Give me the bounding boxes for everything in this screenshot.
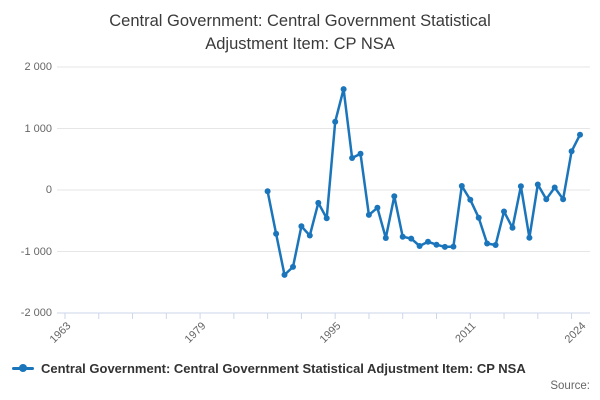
data-point[interactable] — [467, 196, 474, 203]
data-point[interactable] — [577, 131, 583, 138]
data-point[interactable] — [264, 188, 271, 195]
chart-title-line2: Adjustment Item: CP NSA — [205, 35, 395, 53]
data-point[interactable] — [509, 224, 516, 231]
data-series-line[interactable] — [266, 87, 582, 277]
data-point[interactable] — [441, 243, 448, 250]
y-axis-tick-label: 2 000 — [24, 61, 52, 73]
legend-item[interactable]: Central Government: Central Government S… — [12, 361, 526, 376]
legend-label: Central Government: Central Government S… — [41, 361, 526, 376]
data-point[interactable] — [475, 214, 482, 221]
data-point[interactable] — [450, 243, 457, 250]
legend-series-marker-icon — [12, 364, 34, 373]
data-point[interactable] — [492, 242, 499, 248]
data-point[interactable] — [315, 199, 322, 206]
data-point[interactable] — [517, 183, 524, 190]
data-point[interactable] — [416, 243, 423, 249]
data-point[interactable] — [382, 235, 389, 241]
data-point[interactable] — [408, 235, 415, 242]
data-point[interactable] — [501, 208, 507, 215]
chart-title-line1: Central Government: Central Government S… — [109, 12, 491, 30]
y-axis-tick-label: -2 000 — [20, 307, 52, 319]
data-point[interactable] — [433, 241, 440, 248]
data-point[interactable] — [281, 271, 288, 278]
data-point[interactable] — [534, 181, 541, 188]
data-point[interactable] — [551, 184, 558, 191]
legend-dot-icon — [19, 364, 27, 372]
chart-title: Central Government: Central Government S… — [0, 10, 600, 56]
data-point[interactable] — [458, 183, 465, 189]
data-point[interactable] — [526, 234, 533, 241]
data-point[interactable] — [374, 204, 381, 211]
source-label: Source: — [550, 380, 590, 392]
data-point[interactable] — [568, 148, 575, 155]
y-axis-tick-label: 0 — [45, 184, 52, 196]
data-point[interactable] — [399, 233, 406, 240]
data-point[interactable] — [273, 230, 280, 237]
data-point[interactable] — [560, 196, 567, 203]
data-point[interactable] — [323, 215, 330, 222]
data-point[interactable] — [425, 238, 431, 245]
y-axis-tick-label: -1 000 — [20, 245, 52, 258]
data-point[interactable] — [484, 240, 491, 247]
data-point[interactable] — [290, 263, 296, 270]
y-axis-tick-label: 1 000 — [24, 122, 52, 135]
data-point[interactable] — [298, 223, 305, 230]
data-point[interactable] — [340, 86, 347, 93]
data-point[interactable] — [306, 232, 313, 239]
data-point[interactable] — [543, 196, 550, 203]
data-point[interactable] — [365, 211, 372, 218]
data-point[interactable] — [391, 193, 398, 200]
data-point[interactable] — [332, 118, 339, 125]
data-point[interactable] — [357, 150, 364, 157]
data-point[interactable] — [349, 155, 356, 161]
